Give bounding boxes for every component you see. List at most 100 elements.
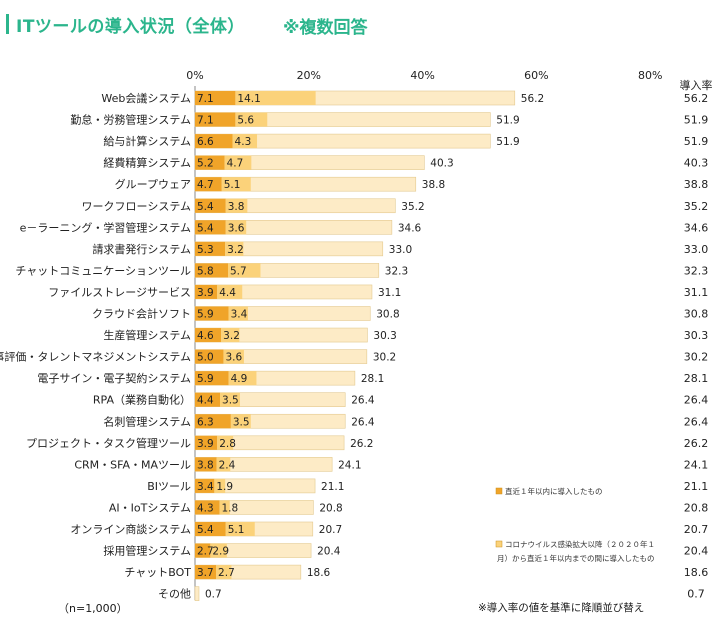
bar-since-covid-label: 4.3 bbox=[235, 136, 252, 148]
legend-label: 直近１年以内に導入したもの bbox=[505, 486, 603, 496]
bar-recent-1yr bbox=[195, 306, 229, 321]
bar-recent-1yr bbox=[195, 263, 229, 278]
bar-recent-1yr bbox=[195, 457, 217, 472]
bar-recent-1yr bbox=[195, 565, 217, 580]
bar-since-covid bbox=[214, 478, 226, 493]
bar-since-covid bbox=[230, 414, 251, 429]
bar-recent-1yr bbox=[195, 134, 233, 149]
rate-value: 24.1 bbox=[684, 458, 709, 471]
bar-since-covid-label: 1.8 bbox=[221, 502, 238, 514]
rate-value: 40.3 bbox=[684, 157, 709, 170]
category-label: プロジェクト・タスク管理ツール bbox=[26, 436, 191, 450]
bar-since-covid bbox=[225, 522, 255, 536]
bar-since-covid bbox=[228, 306, 248, 321]
category-label: AI・IoTシステム bbox=[109, 501, 191, 514]
x-tick-label: 40% bbox=[410, 69, 434, 82]
bar-since-covid bbox=[210, 543, 227, 558]
category-label: チャットコミュニケーションツール bbox=[15, 264, 191, 277]
category-label: グループウェア bbox=[115, 177, 191, 191]
bar-since-covid-label: 4.4 bbox=[219, 287, 236, 299]
category-label: 人事評価・タレントマネジメントシステム bbox=[0, 350, 191, 364]
bar-since-covid bbox=[219, 500, 230, 515]
bar-recent-1yr bbox=[195, 478, 215, 493]
bar-recent-1yr-label: 4.4 bbox=[197, 395, 214, 407]
bar-recent-1yr bbox=[195, 155, 225, 170]
rate-value: 34.6 bbox=[684, 221, 709, 234]
bar-recent-1yr bbox=[195, 177, 222, 192]
bar-recent-1yr-label: 3.7 bbox=[197, 567, 214, 579]
bar-since-covid-label: 2.7 bbox=[218, 567, 235, 579]
bar-since-covid bbox=[235, 91, 316, 105]
x-tick-label: 0% bbox=[186, 69, 203, 82]
category-label: Web会議システム bbox=[101, 91, 191, 105]
bar-recent-1yr bbox=[195, 241, 226, 256]
category-label: 勤怠・労務管理システム bbox=[70, 113, 191, 127]
bar-since-covid-label: 5.7 bbox=[230, 265, 247, 277]
bar-since-covid-label: 3.5 bbox=[233, 416, 250, 428]
rate-value: 30.2 bbox=[684, 351, 709, 364]
bar-since-covid-label: 3.5 bbox=[222, 395, 239, 407]
category-label: 請求書発行システム bbox=[92, 242, 191, 256]
bar-total-label: 20.8 bbox=[319, 502, 342, 514]
bar-total-label: 26.4 bbox=[351, 416, 375, 428]
legend-swatch bbox=[495, 487, 503, 495]
rate-column-header: 導入率 bbox=[680, 78, 713, 92]
bar-since-covid bbox=[235, 112, 268, 127]
bar-since-covid-label: 5.1 bbox=[228, 524, 245, 536]
bar-since-covid-label: 2.9 bbox=[212, 546, 229, 558]
bar-total-label: 35.2 bbox=[401, 201, 424, 213]
rate-value: 20.8 bbox=[684, 501, 709, 514]
category-label: クラウド会計ソフト bbox=[92, 307, 191, 321]
bar-since-covid bbox=[225, 241, 244, 256]
category-label: CRM・SFA・MAツール bbox=[74, 458, 191, 471]
bar-total-label: 38.8 bbox=[422, 179, 445, 191]
legend-swatch bbox=[495, 540, 503, 548]
rate-value: 28.1 bbox=[684, 372, 709, 385]
rate-value: 35.2 bbox=[684, 200, 709, 213]
category-label: 電子サイン・電子契約システム bbox=[37, 371, 191, 385]
bar-recent-1yr-label: 5.3 bbox=[197, 244, 214, 256]
bar-total-label: 24.1 bbox=[338, 459, 361, 471]
category-label: 採用管理システム bbox=[103, 544, 191, 558]
bar-recent-1yr bbox=[195, 392, 221, 407]
bar-recent-1yr bbox=[195, 500, 220, 515]
bar-recent-1yr bbox=[195, 198, 226, 213]
bar-since-covid-label: 3.6 bbox=[228, 222, 245, 234]
bar-recent-1yr-label: 7.1 bbox=[197, 93, 214, 105]
bar-since-covid-label: 5.1 bbox=[224, 179, 241, 191]
bar-recent-1yr-label: 3.9 bbox=[197, 287, 214, 299]
bar-recent-1yr-label: 5.4 bbox=[197, 222, 214, 234]
category-label: ワークフローシステム bbox=[82, 200, 191, 213]
title-accent-bar bbox=[6, 14, 9, 34]
rate-value: 33.0 bbox=[684, 243, 709, 256]
rate-value: 51.9 bbox=[684, 114, 709, 127]
category-label: 経費精算システム bbox=[103, 156, 191, 170]
rate-value: 32.3 bbox=[684, 264, 709, 277]
bar-recent-1yr bbox=[195, 112, 236, 127]
bar-recent-1yr-label: 3.8 bbox=[197, 459, 214, 471]
bar-total-label: 28.1 bbox=[361, 373, 384, 385]
bar-total-label: 26.4 bbox=[351, 395, 375, 407]
bar-since-covid-label: 3.6 bbox=[225, 352, 242, 364]
bar-recent-1yr-label: 6.3 bbox=[197, 416, 214, 428]
bar-total-label: 30.2 bbox=[373, 352, 396, 364]
rate-value: 30.3 bbox=[684, 329, 709, 342]
bar-since-covid bbox=[225, 198, 248, 213]
bar-total-label: 30.8 bbox=[376, 309, 399, 321]
bar-recent-1yr bbox=[195, 91, 236, 105]
bar-since-covid-label: 3.8 bbox=[228, 201, 245, 213]
rate-value: 26.4 bbox=[684, 394, 709, 407]
rate-value: 38.8 bbox=[684, 178, 709, 191]
bar-recent-1yr-label: 5.8 bbox=[197, 265, 214, 277]
sample-size-note: （n=1,000） bbox=[58, 602, 128, 615]
bar-recent-1yr bbox=[195, 349, 224, 364]
rate-value: 20.7 bbox=[684, 523, 709, 536]
bar-since-covid-label: 3.4 bbox=[231, 309, 248, 321]
bar-recent-1yr-label: 5.4 bbox=[197, 201, 214, 213]
x-tick-label: 80% bbox=[638, 69, 662, 82]
bar-total-label: 21.1 bbox=[321, 481, 344, 493]
chart-title: ITツールの導入状況（全体） bbox=[16, 16, 245, 37]
bar-recent-1yr-label: 5.2 bbox=[197, 158, 214, 170]
bar-since-covid bbox=[224, 155, 252, 170]
bar-total-label: 0.7 bbox=[205, 589, 222, 601]
